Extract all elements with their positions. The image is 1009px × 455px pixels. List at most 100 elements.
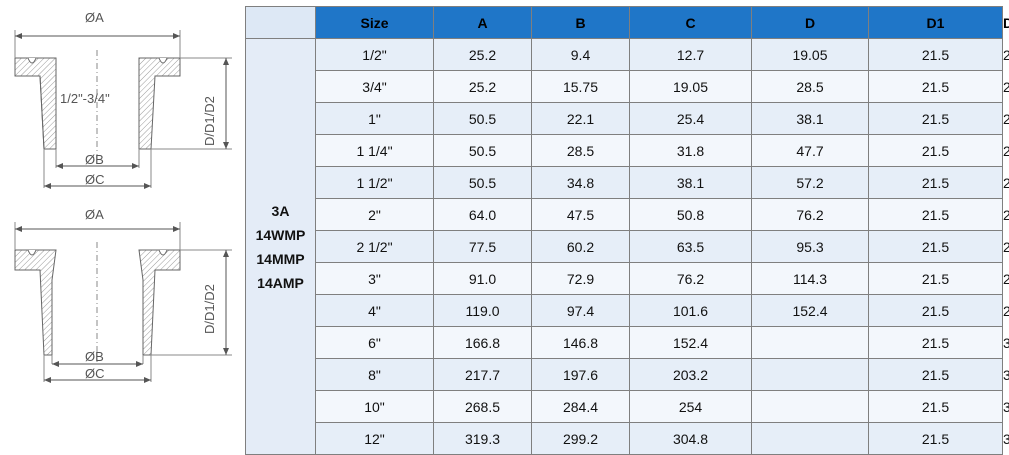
cell-b: 9.4 bbox=[531, 38, 630, 71]
cell-c: 203.2 bbox=[629, 358, 752, 391]
cell-c: 38.1 bbox=[629, 166, 752, 199]
standard-label: 14AMP bbox=[257, 274, 304, 291]
header-c: C bbox=[629, 6, 752, 39]
top-dim-a-label: ØA bbox=[85, 10, 104, 25]
bottom-dim-d-label: D/D1/D2 bbox=[202, 284, 217, 334]
bottom-ferrule-profile bbox=[14, 222, 232, 383]
header-d1: D1 bbox=[868, 6, 1003, 39]
cell-a: 50.5 bbox=[433, 166, 532, 199]
cell-b: 299.2 bbox=[531, 422, 630, 455]
standard-label: 14MMP bbox=[256, 250, 305, 267]
cell-b: 22.1 bbox=[531, 102, 630, 135]
cell-c: 31.8 bbox=[629, 134, 752, 167]
cell-size: 4" bbox=[315, 294, 434, 327]
cell-size: 10" bbox=[315, 390, 434, 423]
cell-a: 268.5 bbox=[433, 390, 532, 423]
standards-cell: 3A 14WMP 14MMP 14AMP bbox=[245, 38, 316, 455]
ferrule-drawing: ØA 1/2"-3/4" D/D1/D2 ØB ØC ØA D/D1/D2 bbox=[0, 0, 245, 413]
cell-b: 34.8 bbox=[531, 166, 630, 199]
cell-a: 77.5 bbox=[433, 230, 532, 263]
cell-d1: 21.5 bbox=[868, 326, 1003, 359]
cell-c: 12.7 bbox=[629, 38, 752, 71]
cell-d1: 21.5 bbox=[868, 102, 1003, 135]
cell-c: 63.5 bbox=[629, 230, 752, 263]
bottom-dim-b-label: ØB bbox=[85, 349, 104, 364]
cell-c: 76.2 bbox=[629, 262, 752, 295]
cell-d1: 21.5 bbox=[868, 38, 1003, 71]
cell-a: 217.7 bbox=[433, 358, 532, 391]
header-d: D bbox=[751, 6, 869, 39]
cell-d: 57.2 bbox=[751, 166, 869, 199]
cell-d1: 21.5 bbox=[868, 262, 1003, 295]
cell-c: 254 bbox=[629, 390, 752, 423]
cell-size: 1 1/2" bbox=[315, 166, 434, 199]
cell-size: 12" bbox=[315, 422, 434, 455]
cell-b: 284.4 bbox=[531, 390, 630, 423]
header-a: A bbox=[433, 6, 532, 39]
cell-a: 50.5 bbox=[433, 102, 532, 135]
dimension-table: Size A B C D D1 D2 3A 14WMP 14MMP 14AMP 1/2"… bbox=[245, 6, 1009, 455]
cell-d1: 21.5 bbox=[868, 422, 1003, 455]
cell-d: 152.4 bbox=[751, 294, 869, 327]
cell-a: 91.0 bbox=[433, 262, 532, 295]
cell-c: 304.8 bbox=[629, 422, 752, 455]
cell-a: 166.8 bbox=[433, 326, 532, 359]
standard-label: 3A bbox=[271, 202, 290, 219]
cell-c: 101.6 bbox=[629, 294, 752, 327]
cell-d: 47.7 bbox=[751, 134, 869, 167]
cell-a: 25.2 bbox=[433, 70, 532, 103]
table-row: 1 1/4"50.528.531.847.721.528.6 bbox=[246, 134, 1009, 167]
cell-d bbox=[751, 390, 869, 423]
cell-d1: 21.5 bbox=[868, 230, 1003, 263]
standards-header-cell bbox=[245, 6, 316, 39]
table-row: 3A 14WMP 14MMP 14AMP 1/2" 25.2 9.4 12.7 19.05 21.… bbox=[245, 38, 1009, 455]
cell-size: 3/4" bbox=[315, 70, 434, 103]
cell-d: 38.1 bbox=[751, 102, 869, 135]
cell-d bbox=[751, 422, 869, 455]
bottom-dim-a-label: ØA bbox=[85, 207, 104, 222]
cell-size: 1/2" bbox=[315, 38, 434, 71]
cell-c: 25.4 bbox=[629, 102, 752, 135]
cell-size: 6" bbox=[315, 326, 434, 359]
cell-d1: 21.5 bbox=[868, 70, 1003, 103]
cell-a: 25.2 bbox=[433, 38, 532, 71]
cell-b: 28.5 bbox=[531, 134, 630, 167]
cell-d: 76.2 bbox=[751, 198, 869, 231]
cell-size: 1" bbox=[315, 102, 434, 135]
top-bore-note: 1/2"-3/4" bbox=[60, 91, 110, 106]
top-dim-d-label: D/D1/D2 bbox=[202, 96, 217, 146]
table-row: 2"64.047.550.876.221.528.6 bbox=[246, 198, 1009, 231]
cell-b: 72.9 bbox=[531, 262, 630, 295]
cell-d: 28.5 bbox=[751, 70, 869, 103]
cell-size: 2" bbox=[315, 198, 434, 231]
cell-d bbox=[751, 358, 869, 391]
top-ferrule-profile bbox=[14, 30, 232, 189]
cell-d: 114.3 bbox=[751, 262, 869, 295]
cell-size: 1 1/4" bbox=[315, 134, 434, 167]
standard-label: 14WMP bbox=[255, 226, 306, 243]
cell-b: 146.8 bbox=[531, 326, 630, 359]
cell-d1: 21.5 bbox=[868, 198, 1003, 231]
cell-c: 50.8 bbox=[629, 198, 752, 231]
top-dim-c-label: ØC bbox=[85, 172, 105, 187]
cell-a: 50.5 bbox=[433, 134, 532, 167]
cell-b: 197.6 bbox=[531, 358, 630, 391]
table-row: 2 1/2"77.560.263.595.321.528.6 bbox=[246, 230, 1009, 263]
cell-a: 64.0 bbox=[433, 198, 532, 231]
header-b: B bbox=[531, 6, 630, 39]
cell-c: 19.05 bbox=[629, 70, 752, 103]
cell-d: 95.3 bbox=[751, 230, 869, 263]
cell-a: 319.3 bbox=[433, 422, 532, 455]
table-row: 1 1/2"50.534.838.157.221.528.6 bbox=[246, 166, 1009, 199]
cell-d: 19.05 bbox=[751, 38, 869, 71]
cell-d1: 21.5 bbox=[868, 166, 1003, 199]
cell-d1: 21.5 bbox=[868, 390, 1003, 423]
cell-b: 97.4 bbox=[531, 294, 630, 327]
